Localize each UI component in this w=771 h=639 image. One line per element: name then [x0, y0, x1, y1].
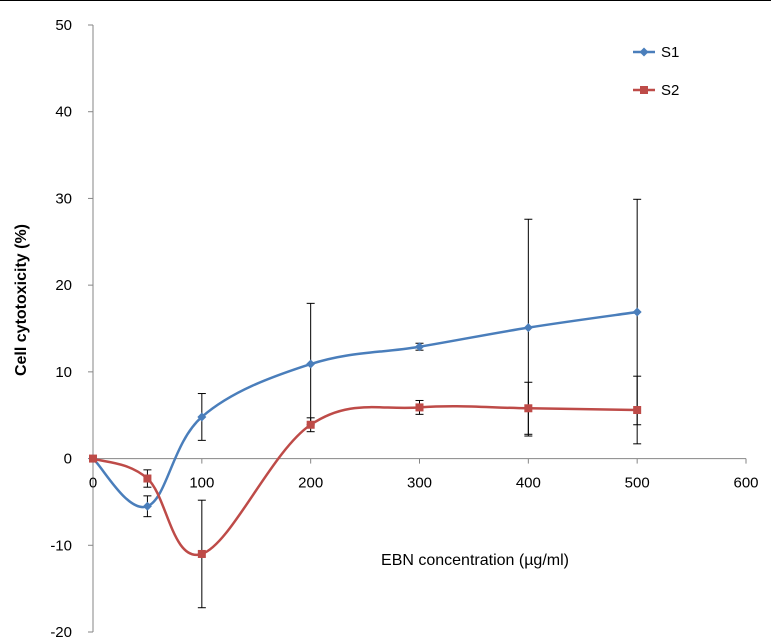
axes	[88, 24, 747, 633]
series-line-s2	[92, 404, 638, 557]
x-tick-label: 100	[189, 475, 214, 492]
data-point	[523, 323, 533, 333]
legend-label: S1	[661, 44, 679, 61]
legend-label: S2	[661, 82, 679, 99]
y-tick-label: 50	[55, 17, 72, 34]
data-point	[142, 501, 152, 511]
legend-marker	[639, 47, 649, 57]
series-lines	[92, 310, 638, 557]
data-point	[143, 474, 152, 483]
data-point	[197, 549, 206, 558]
x-tick-label: 200	[298, 475, 323, 492]
data-point	[633, 406, 642, 415]
x-tick-label: 500	[625, 475, 650, 492]
x-tick-label: 0	[89, 475, 97, 492]
data-point	[415, 342, 424, 352]
data-point	[632, 307, 642, 317]
x-axis-title: EBN concentration (µg/ml)	[381, 552, 569, 569]
y-tick-label: 40	[55, 104, 72, 121]
legend-marker	[640, 86, 648, 94]
data-point	[306, 420, 315, 429]
y-tick-label: 20	[55, 277, 72, 294]
legend: S1 S2	[633, 44, 679, 99]
y-tick-label: 30	[55, 190, 72, 207]
y-tick-label: -10	[50, 537, 72, 554]
y-tick-label: 0	[64, 451, 72, 468]
top-border	[0, 0, 771, 1]
data-point	[89, 454, 97, 463]
series-markers	[88, 307, 642, 558]
data-point	[524, 404, 533, 413]
data-point	[415, 403, 424, 412]
y-tick-label: -20	[50, 624, 72, 639]
data-point	[197, 412, 207, 422]
y-tick-label: 10	[55, 364, 72, 381]
y-axis-title: Cell cytotoxicity (%)	[13, 224, 30, 376]
x-tick-label: 300	[407, 475, 432, 492]
x-tick-label: 400	[516, 475, 541, 492]
x-tick-label: 600	[733, 475, 758, 492]
data-point	[306, 359, 316, 369]
